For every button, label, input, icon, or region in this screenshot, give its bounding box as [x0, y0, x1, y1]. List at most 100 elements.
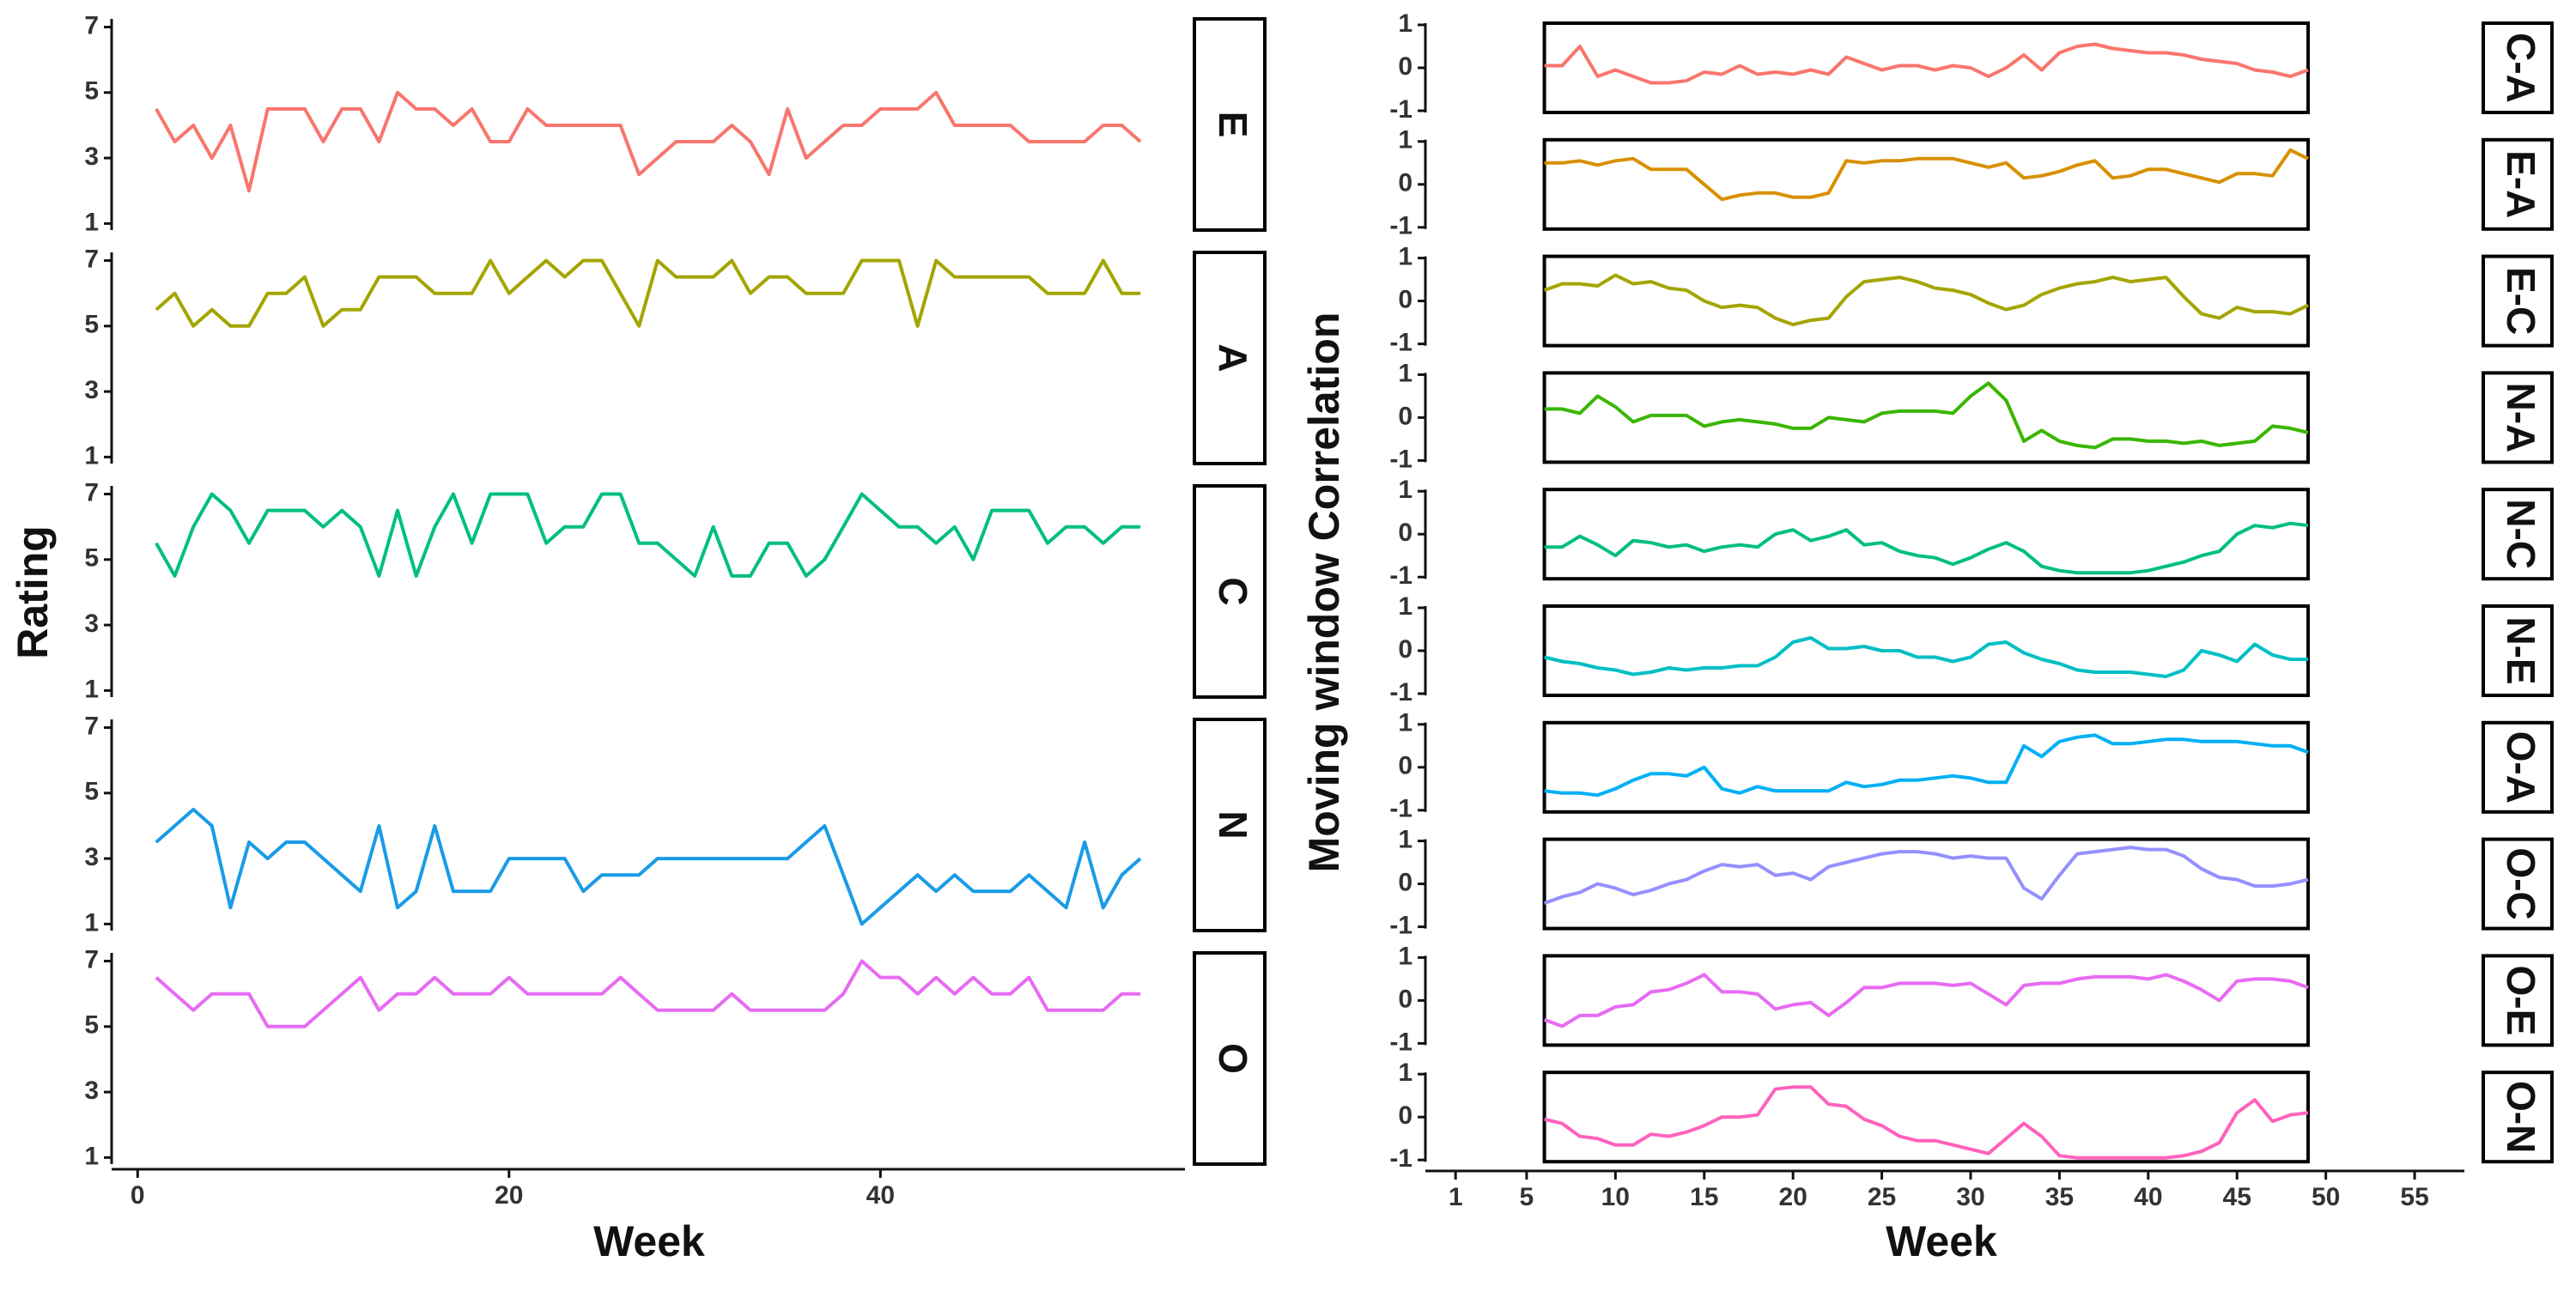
y-tick-label: 1	[1398, 709, 1413, 737]
series-line	[1543, 273, 2309, 327]
facet-label: O-C	[2499, 847, 2543, 919]
facet-label: N-E	[2499, 616, 2543, 684]
panel-border	[1542, 137, 2310, 231]
facet-strip	[2482, 837, 2554, 931]
series-line	[1544, 148, 2309, 202]
x-axis-label: Week	[1886, 1217, 1997, 1265]
x-tick-label: 15	[1690, 1183, 1718, 1211]
panel-border	[1542, 488, 2310, 581]
x-tick-label: 30	[1956, 1183, 1984, 1211]
series-line	[1544, 381, 2309, 450]
panel-border	[1542, 254, 2310, 348]
x-tick-label: 20	[1778, 1183, 1807, 1211]
x-axis-label: Week	[593, 1217, 705, 1265]
facet-label: C	[1211, 577, 1255, 605]
x-tick-label: 55	[2400, 1183, 2428, 1211]
facet-label: E-C	[2499, 267, 2543, 335]
y-tick-label: 7	[84, 712, 99, 740]
y-tick-label: 7	[84, 245, 99, 273]
y-tick-label: 1	[84, 441, 99, 470]
y-tick-label: 0	[1398, 402, 1413, 430]
x-tick-label: 35	[2045, 1183, 2074, 1211]
y-axis-label: Moving window Correlation	[1300, 312, 1348, 873]
y-tick-label: 0	[1398, 985, 1413, 1013]
facet-label: E	[1211, 112, 1255, 138]
y-tick-label: 3	[84, 143, 99, 171]
facet-label: A	[1211, 343, 1255, 372]
y-tick-label: 1	[1398, 359, 1413, 387]
panel-border	[1542, 954, 2310, 1047]
facet-strip	[2482, 604, 2554, 697]
series-line	[1543, 846, 2309, 905]
facet-strip	[2482, 21, 2554, 114]
y-tick-label: 7	[84, 945, 99, 974]
facet-strip	[1193, 718, 1267, 932]
y-tick-label: -1	[1389, 795, 1413, 823]
panel-border	[1542, 21, 2310, 114]
x-tick-label: 1	[1449, 1183, 1463, 1211]
facet-label: C-A	[2499, 33, 2543, 103]
x-tick-label: 20	[495, 1181, 523, 1210]
y-tick-label: 1	[1398, 826, 1413, 854]
y-tick-label: -1	[1389, 678, 1413, 707]
facet-label: O-E	[2499, 966, 2543, 1036]
facet-strip	[2482, 720, 2554, 814]
y-tick-label: 7	[84, 478, 99, 506]
facet-strip	[2482, 254, 2554, 348]
x-tick-label: 10	[1601, 1183, 1630, 1211]
facet-strip	[2482, 1071, 2554, 1164]
series-line	[155, 90, 1142, 193]
y-tick-label: 0	[1398, 869, 1413, 897]
panel-border	[1542, 720, 2310, 814]
series-line	[1544, 636, 2308, 678]
x-tick-label: 40	[866, 1181, 895, 1210]
y-tick-label: 1	[1398, 592, 1413, 621]
y-tick-label: 1	[1398, 1058, 1413, 1087]
y-tick-label: 5	[84, 1011, 99, 1040]
facet-strip	[1193, 951, 1267, 1166]
y-tick-label: -1	[1389, 329, 1413, 357]
y-tick-label: 5	[84, 778, 99, 806]
facet-strip	[2482, 371, 2554, 464]
y-tick-label: 3	[84, 843, 99, 871]
y-tick-label: 1	[84, 208, 99, 236]
y-tick-label: 1	[1398, 942, 1413, 970]
y-tick-label: -1	[1389, 95, 1413, 124]
series-line	[155, 492, 1141, 578]
y-tick-label: 5	[84, 544, 99, 573]
x-tick-label: 25	[1868, 1183, 1896, 1211]
y-tick-label: 3	[84, 610, 99, 638]
y-tick-label: 1	[1398, 9, 1413, 38]
series-line	[1544, 1085, 2309, 1160]
x-tick-label: 45	[2223, 1183, 2251, 1211]
y-tick-label: 0	[1398, 752, 1413, 780]
y-tick-label: -1	[1389, 561, 1413, 590]
x-tick-label: 40	[2134, 1183, 2162, 1211]
y-tick-label: 1	[84, 908, 99, 937]
y-tick-label: 0	[1398, 169, 1413, 197]
y-tick-label: 1	[1398, 126, 1413, 155]
y-tick-label: 1	[84, 675, 99, 703]
y-tick-label: -1	[1389, 212, 1413, 240]
y-tick-label: 0	[1398, 635, 1413, 664]
y-tick-label: 0	[1398, 519, 1413, 547]
facet-strip	[2482, 488, 2554, 581]
panel-border	[1542, 604, 2310, 697]
y-tick-label: 1	[1398, 243, 1413, 271]
facet-label: N	[1211, 810, 1255, 839]
series-line	[1544, 521, 2309, 575]
facet-label: N-A	[2499, 383, 2543, 453]
panel-border	[1542, 371, 2310, 464]
facet-strip	[1193, 17, 1267, 232]
facet-strip	[2482, 954, 2554, 1047]
y-tick-label: 5	[84, 311, 99, 339]
series-line	[155, 258, 1141, 328]
y-tick-label: 1	[1398, 476, 1413, 504]
facet-label: N-C	[2499, 499, 2543, 569]
panel-border	[1542, 837, 2310, 931]
y-axis-label: Rating	[9, 525, 57, 659]
y-tick-label: 0	[1398, 52, 1413, 81]
series-line	[155, 807, 1142, 926]
y-tick-label: 3	[84, 376, 99, 404]
